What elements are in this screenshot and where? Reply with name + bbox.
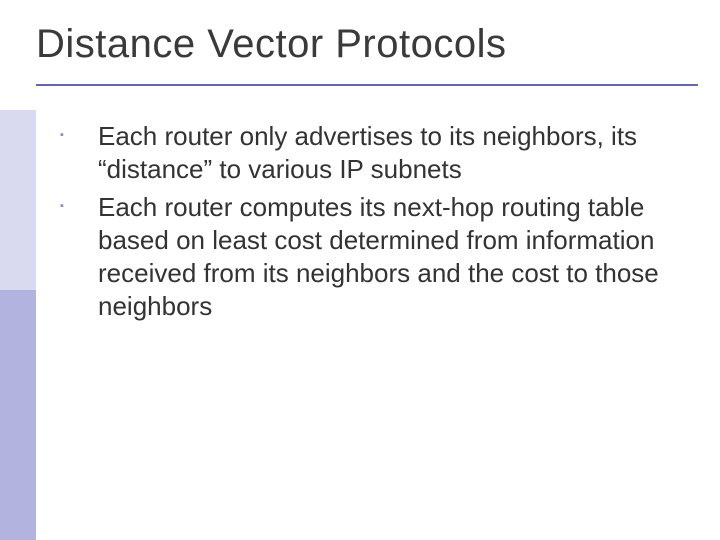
- bullet-marker-icon: ▪: [60, 191, 98, 212]
- bullet-item: ▪ Each router computes its next-hop rout…: [60, 191, 682, 324]
- bullet-text: Each router computes its next-hop routin…: [98, 191, 682, 324]
- slide-title: Distance Vector Protocols: [36, 22, 507, 67]
- bullet-item: ▪ Each router only advertises to its nei…: [60, 120, 682, 187]
- accent-strip-mid: [0, 290, 36, 540]
- slide-body: ▪ Each router only advertises to its nei…: [60, 120, 682, 328]
- title-underline: [36, 84, 698, 86]
- side-accent: [0, 110, 36, 540]
- accent-strip-light: [0, 110, 36, 290]
- bullet-text: Each router only advertises to its neigh…: [98, 120, 682, 187]
- bullet-marker-icon: ▪: [60, 120, 98, 141]
